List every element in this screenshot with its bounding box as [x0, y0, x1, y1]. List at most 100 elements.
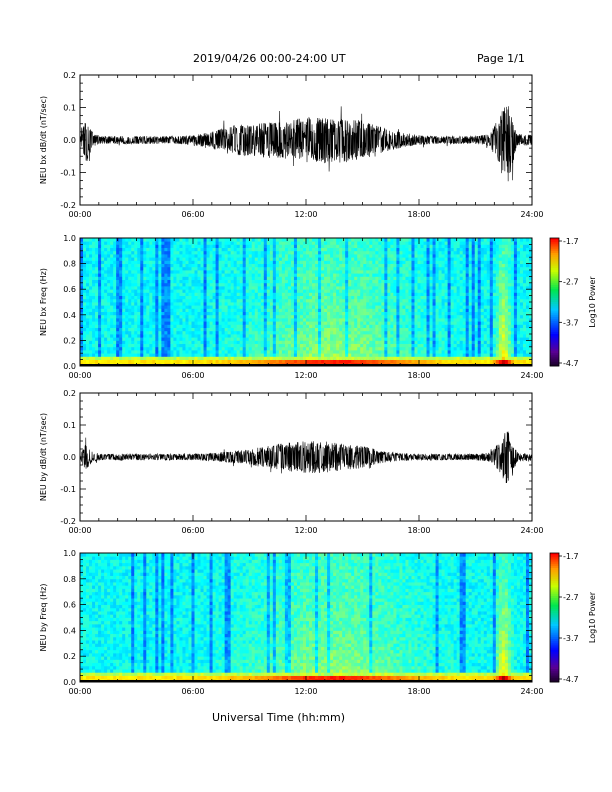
spectrogram-cell	[188, 298, 192, 303]
spectrogram-cell	[143, 302, 147, 306]
spectrogram-cell	[206, 241, 210, 245]
spectrogram-cell	[420, 273, 424, 277]
spectrogram-cell	[194, 359, 198, 364]
spectrogram-cell	[128, 321, 132, 325]
spectrogram-cell	[224, 308, 229, 312]
spectrogram-cell	[278, 343, 283, 348]
spectrogram-cell	[86, 276, 90, 280]
spectrogram-cell	[110, 340, 114, 344]
spectrogram-cell	[89, 295, 93, 300]
spectrogram-cell	[345, 327, 349, 332]
spectrogram-cell	[287, 254, 292, 258]
spectrogram-cell	[354, 292, 358, 296]
spectrogram-cell	[381, 298, 385, 303]
spectrogram-cell	[444, 276, 449, 280]
spectrogram-cell	[119, 356, 123, 360]
spectrogram-cell	[411, 244, 415, 248]
spectrogram-cell	[125, 244, 129, 248]
spectrogram-cell	[137, 273, 141, 277]
spectrogram-cell	[239, 340, 244, 344]
spectrogram-cell	[131, 359, 135, 364]
spectrogram-cell	[275, 257, 280, 261]
spectrogram-cell	[179, 273, 183, 277]
spectrogram-cell	[330, 311, 334, 316]
spectrogram-cell	[113, 305, 117, 309]
spectrogram-cell	[188, 266, 192, 271]
spectrogram-cell	[245, 254, 250, 258]
spectrogram-cell	[92, 289, 96, 293]
spectrogram-cell	[116, 254, 120, 258]
spectrogram-cell	[299, 254, 304, 258]
spectrogram-cell	[170, 353, 174, 357]
spectrogram-cell	[185, 266, 189, 271]
spectrogram-cell	[233, 241, 238, 245]
spectrogram-cell	[345, 254, 349, 258]
spectrogram-cell	[275, 324, 280, 328]
spectrogram-cell	[206, 238, 210, 242]
spectrogram-cell	[98, 353, 102, 357]
spectrogram-cell	[176, 343, 180, 348]
spectrogram-cell	[155, 337, 159, 341]
spectrogram-cell	[101, 308, 105, 312]
spectrogram-cell	[266, 289, 271, 293]
spectrogram-cell	[230, 350, 235, 354]
spectrogram-cell	[287, 321, 292, 325]
spectrogram-cell	[360, 353, 364, 357]
spectrogram-cell	[366, 292, 370, 296]
spectrogram-cell	[251, 314, 256, 319]
spectrogram-cell	[176, 324, 180, 328]
spectrogram-cell	[378, 241, 382, 245]
spectrogram-cell	[372, 324, 376, 328]
spectrogram-cell	[366, 311, 370, 316]
spectrogram-cell	[149, 314, 153, 319]
spectrogram-cell	[188, 330, 192, 335]
spectrogram-cell	[309, 279, 313, 284]
spectrogram-cell	[194, 266, 198, 271]
spectrogram-cell	[167, 279, 171, 284]
spectrogram-cell	[149, 244, 153, 248]
spectrogram-cell	[155, 273, 159, 277]
spectrogram-cell	[257, 334, 262, 338]
spectrogram-cell	[284, 305, 289, 309]
spectrogram-cell	[372, 318, 376, 322]
spectrogram-cell	[152, 295, 156, 300]
spectrogram-cell	[387, 238, 391, 242]
spectrogram-cell	[104, 286, 108, 290]
spectrogram-cell	[134, 353, 138, 357]
spectrogram-cell	[342, 318, 346, 322]
spectrogram-cell	[107, 295, 111, 300]
spectrogram-cell	[324, 266, 328, 271]
spectrogram-cell	[390, 314, 394, 319]
spectrogram-cell	[375, 330, 379, 335]
spectrogram-cell	[306, 337, 310, 341]
spectrogram-cell	[393, 337, 397, 341]
spectrogram-cell	[321, 263, 325, 268]
spectrogram-cell	[224, 330, 229, 335]
spectrogram-cell	[266, 311, 271, 316]
spectrogram-cell	[197, 359, 201, 364]
spectrogram-cell	[342, 353, 346, 357]
spectrogram-cell	[435, 346, 439, 351]
spectrogram-cell	[327, 356, 331, 360]
spectrogram-cell	[116, 266, 120, 271]
spectrogram-cell	[143, 292, 147, 296]
spectrogram-cell	[393, 324, 397, 328]
spectrogram-cell	[182, 286, 186, 290]
spectrogram-cell	[293, 266, 298, 271]
spectrogram-cell	[230, 308, 235, 312]
spectrogram-cell	[435, 308, 439, 312]
spectrogram-cell	[116, 334, 120, 338]
spectrogram-cell	[143, 337, 147, 341]
spectrogram-cell	[116, 318, 120, 322]
spectrogram-cell	[254, 334, 259, 338]
spectrogram-cell	[104, 247, 108, 252]
spectrogram-cell	[206, 289, 210, 293]
spectrogram-cell	[354, 350, 358, 354]
spectrogram-cell	[299, 270, 304, 274]
spectrogram-cell	[384, 282, 388, 287]
spectrogram-cell	[215, 356, 220, 360]
spectrogram-cell	[170, 330, 174, 335]
spectrogram-cell	[290, 305, 295, 309]
spectrogram-cell	[342, 308, 346, 312]
spectrogram-cell	[278, 353, 283, 357]
